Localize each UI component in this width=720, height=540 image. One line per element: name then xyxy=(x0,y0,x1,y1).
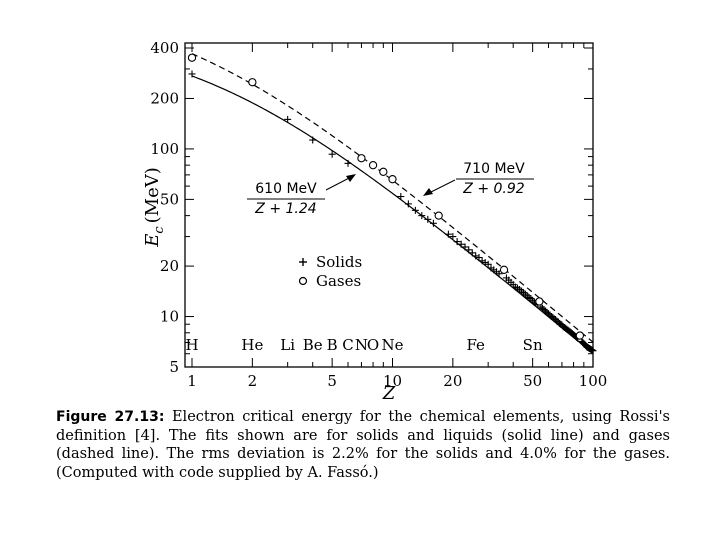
dashed-fit-denominator: Z + 0.92 xyxy=(462,181,524,197)
gases-point xyxy=(379,167,388,176)
solids-point xyxy=(475,254,483,262)
solids-point xyxy=(465,246,473,254)
svg-text:Ec(MeV): Ec (MeV) xyxy=(142,167,167,248)
legend-solids-label: Solids xyxy=(316,253,362,271)
dashed-fit-arrowhead xyxy=(423,188,433,196)
y-tick-label: 50 xyxy=(160,190,179,208)
legend-solids-marker xyxy=(299,258,307,266)
solids-point xyxy=(344,159,352,167)
y-tick-label: 20 xyxy=(160,257,179,275)
solids-point xyxy=(424,215,432,223)
element-label: O xyxy=(367,336,379,354)
solid-fit-numerator: 610 MeV xyxy=(255,181,317,197)
solids-point xyxy=(449,233,457,241)
axis-ticks xyxy=(185,43,594,368)
fit-lines xyxy=(191,53,594,354)
element-label: Li xyxy=(280,336,295,354)
plot-frame xyxy=(184,42,594,368)
solids-point xyxy=(404,200,412,208)
element-labels: H He Li Be B C NO Ne Fe Sn xyxy=(185,336,542,354)
solids-point xyxy=(481,259,489,267)
y-axis-label: Ec (MeV) xyxy=(142,167,167,248)
y-tick-label: 10 xyxy=(160,308,179,326)
x-tick-label: 2 xyxy=(248,372,258,390)
x-tick-label: 10 xyxy=(383,372,402,390)
data-points xyxy=(187,53,597,355)
legend-gases-label: Gases xyxy=(316,272,361,290)
element-label: Be xyxy=(303,336,323,354)
solids-point xyxy=(529,296,537,304)
solids-point xyxy=(453,238,461,246)
element-label: N xyxy=(355,336,368,354)
solids-point xyxy=(418,212,426,220)
solids-point xyxy=(397,193,405,201)
solids-point xyxy=(411,206,419,214)
solids-point xyxy=(429,219,437,227)
solids-point xyxy=(457,240,465,248)
x-tick-label: 5 xyxy=(327,372,337,390)
element-label: Ne xyxy=(381,336,403,354)
y-tick-label: 5 xyxy=(169,358,179,376)
solids-point xyxy=(188,70,196,78)
legend-gases-marker xyxy=(298,276,308,286)
element-label: B xyxy=(327,336,338,354)
solids-point xyxy=(468,249,476,257)
x-tick-label: 50 xyxy=(523,372,542,390)
solids-point xyxy=(589,347,597,355)
solid-fit-denominator: Z + 1.24 xyxy=(254,201,316,217)
solids-point xyxy=(444,230,452,238)
solids-point xyxy=(478,257,486,265)
gases-point xyxy=(499,265,509,274)
critical-energy-chart: 1 2 5 10 20 50 100 5 10 20 50 100 200 400 H He Li Be B C NO… xyxy=(142,39,607,404)
gases-point xyxy=(575,331,585,340)
dashed-fit-annotation: 710 MeV Z + 0.92 xyxy=(423,161,534,197)
y-axis-symbol: E xyxy=(142,234,163,248)
x-tick-label: 1 xyxy=(187,372,197,390)
element-label: Sn xyxy=(523,336,543,354)
solids-point xyxy=(328,150,336,158)
gases-point xyxy=(357,154,366,163)
legend: Solids Gases xyxy=(298,253,362,290)
solids-point xyxy=(472,252,480,260)
y-axis-unit: (MeV) xyxy=(142,167,163,223)
solids-point xyxy=(527,295,535,303)
dashed-fit-arrow xyxy=(426,179,456,195)
solids-fit-line xyxy=(191,75,594,354)
solids-point xyxy=(495,270,503,278)
element-label: C xyxy=(342,336,353,354)
solids-point xyxy=(588,346,596,354)
solids-point xyxy=(461,243,469,251)
gases-point xyxy=(187,53,197,62)
y-tick-label: 200 xyxy=(150,89,179,107)
caption-label: Figure 27.13: xyxy=(56,409,165,425)
solids-point xyxy=(309,136,317,144)
dashed-fit-numerator: 710 MeV xyxy=(463,161,525,177)
gases-point xyxy=(368,161,378,170)
y-tick-label: 100 xyxy=(150,140,179,158)
gases-point xyxy=(434,211,443,220)
element-label: H xyxy=(185,336,198,354)
gases-fit-line xyxy=(191,53,594,343)
x-tick-label: 100 xyxy=(579,372,608,390)
y-tick-label: 400 xyxy=(150,39,179,57)
caption-text: Electron critical energy for the chemica… xyxy=(56,409,671,481)
solids-point xyxy=(484,260,492,268)
gases-point xyxy=(388,175,397,184)
solids-point xyxy=(284,115,292,123)
solids-point xyxy=(587,346,595,354)
x-axis-label: Z xyxy=(382,383,396,404)
figure-caption: Figure 27.13: Electron critical energy f… xyxy=(56,408,670,482)
gases-point xyxy=(248,78,257,87)
solid-fit-arrowhead xyxy=(346,174,356,182)
solid-fit-annotation: 610 MeV Z + 1.24 xyxy=(247,174,356,217)
x-tick-label: 20 xyxy=(443,372,462,390)
y-axis-subscript: c xyxy=(152,226,167,234)
gases-point xyxy=(535,297,544,306)
element-label: Fe xyxy=(466,336,485,354)
tick-labels: 1 2 5 10 20 50 100 5 10 20 50 100 200 400 xyxy=(150,39,607,390)
element-label: He xyxy=(241,336,263,354)
